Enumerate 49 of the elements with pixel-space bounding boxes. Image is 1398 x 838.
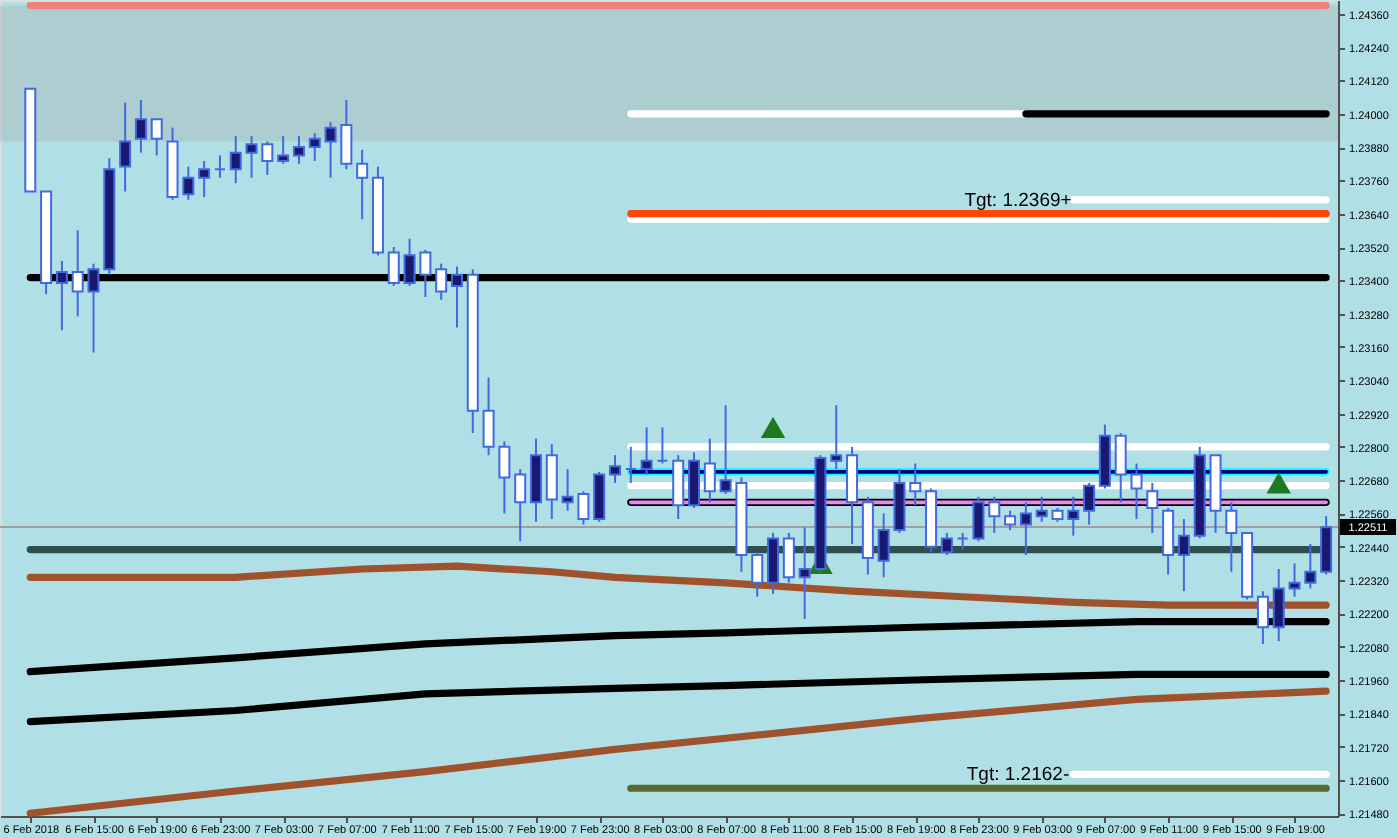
candlestick (593, 470, 606, 523)
point (760, 416, 786, 439)
candlestick (1256, 590, 1269, 645)
candlestick (1019, 501, 1032, 557)
candlestick (1320, 515, 1333, 576)
candlestick (387, 246, 400, 287)
candlestick (71, 229, 84, 318)
candlestick (1272, 567, 1285, 643)
candlestick (150, 118, 163, 157)
candlestick (751, 551, 764, 598)
candlestick (277, 135, 290, 165)
candlestick (656, 426, 669, 465)
candlestick (213, 154, 226, 179)
candlestick (198, 159, 211, 199)
candlestick (529, 437, 542, 523)
candlestick (356, 148, 369, 221)
candlestick (545, 443, 558, 521)
candlestick (940, 531, 953, 557)
candlestick (450, 265, 463, 329)
candlestick (435, 262, 448, 301)
candlestick (134, 98, 147, 154)
candlestick (988, 495, 1001, 534)
candlestick (229, 135, 242, 185)
candlestick (119, 101, 132, 193)
candlestick (767, 531, 780, 595)
candlestick (830, 404, 843, 471)
candlestick (308, 132, 321, 162)
annotation: Tgt: 1.2369+ (964, 189, 1073, 212)
candlestick (1162, 506, 1175, 576)
candlestick (1067, 495, 1080, 537)
candlestick (640, 426, 653, 476)
candlestick (609, 454, 622, 484)
candlestick (292, 135, 305, 165)
line-series (26, 562, 1330, 609)
candlestick (514, 468, 527, 543)
candlestick (1004, 509, 1017, 532)
candlestick (55, 259, 68, 332)
candlestick (688, 451, 701, 509)
line-series (26, 670, 1330, 726)
candlestick (956, 531, 969, 551)
candlestick (972, 495, 985, 543)
candlestick (782, 531, 795, 584)
candlestick (1083, 481, 1096, 526)
line-series (26, 687, 1330, 817)
point (1266, 472, 1291, 494)
annotation: Tgt: 1.2162- (966, 764, 1070, 787)
candlestick (1177, 518, 1190, 593)
line-series (26, 618, 1330, 676)
candlestick (624, 445, 637, 484)
